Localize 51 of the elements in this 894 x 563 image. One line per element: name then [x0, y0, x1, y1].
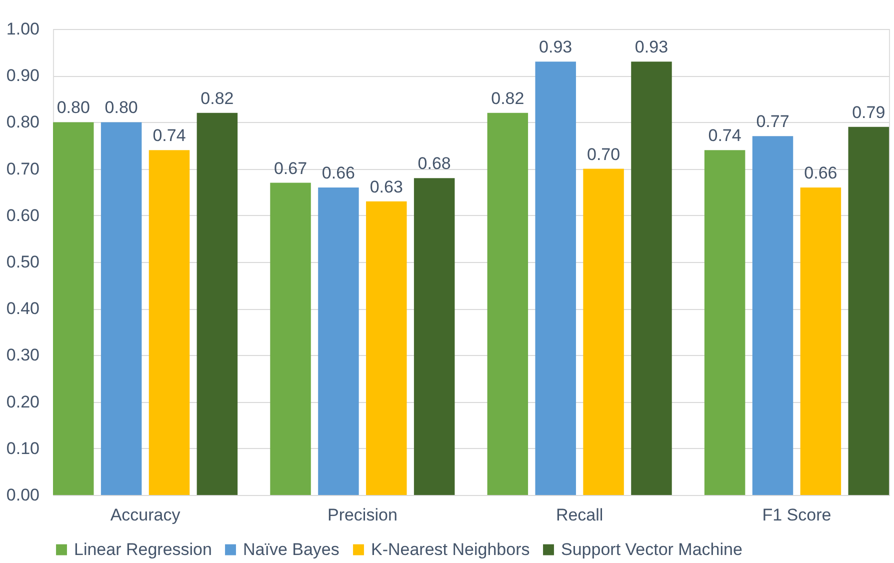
data-label: 0.80: [56, 98, 90, 118]
data-label: 0.93: [539, 38, 572, 57]
y-tick-label: 0.80: [6, 112, 40, 132]
bar: [100, 122, 142, 495]
x-tick-label: F1 Score: [762, 506, 832, 524]
y-tick-label: 0.30: [6, 346, 40, 365]
x-tick-label: Recall: [556, 506, 604, 524]
data-label: 0.82: [491, 88, 524, 108]
data-label: 0.74: [152, 126, 186, 146]
data-label: 0.67: [274, 158, 308, 178]
y-tick-label: 0.60: [6, 206, 40, 225]
data-label: 0.74: [708, 126, 742, 146]
y-tick-label: 0.00: [6, 486, 40, 504]
data-label: 0.70: [586, 144, 620, 164]
data-label: 0.63: [370, 177, 403, 196]
y-tick-label: 0.50: [6, 252, 40, 272]
bar: [196, 112, 238, 495]
x-tick-label: Precision: [327, 506, 398, 524]
bar: [318, 187, 359, 495]
y-tick-label: 0.20: [6, 392, 40, 412]
data-label: 0.93: [634, 38, 668, 57]
legend-label: K-Nearest Neighbors: [371, 540, 530, 559]
y-tick-label: 1.00: [6, 20, 40, 38]
bar: [53, 122, 94, 495]
y-tick-label: 0.90: [6, 66, 40, 86]
bar: [487, 112, 528, 495]
data-label: 0.66: [322, 163, 356, 182]
data-label: 0.66: [804, 163, 838, 182]
y-tick-label: 0.70: [6, 159, 40, 178]
bar: [752, 136, 794, 495]
data-label: 0.77: [756, 112, 790, 132]
legend-label: Support Vector Machine: [561, 540, 742, 559]
bar: [414, 178, 455, 495]
data-label: 0.79: [852, 102, 886, 122]
y-tick-label: 0.10: [6, 438, 40, 458]
data-label: 0.80: [104, 98, 138, 118]
legend-label: Linear Regression: [74, 540, 212, 559]
bar: [631, 62, 672, 495]
bar: [535, 62, 576, 495]
bar: [270, 182, 311, 495]
bar: [148, 150, 190, 495]
legend-label: Naïve Bayes: [243, 540, 340, 559]
bar: [704, 150, 746, 495]
bar: [583, 168, 624, 495]
bar: [800, 187, 842, 495]
x-tick-label: Accuracy: [110, 506, 181, 524]
bar: [848, 126, 889, 495]
data-label: 0.82: [200, 88, 234, 108]
bar: [366, 201, 407, 495]
y-tick-label: 0.40: [6, 299, 40, 318]
data-label: 0.68: [418, 154, 451, 174]
